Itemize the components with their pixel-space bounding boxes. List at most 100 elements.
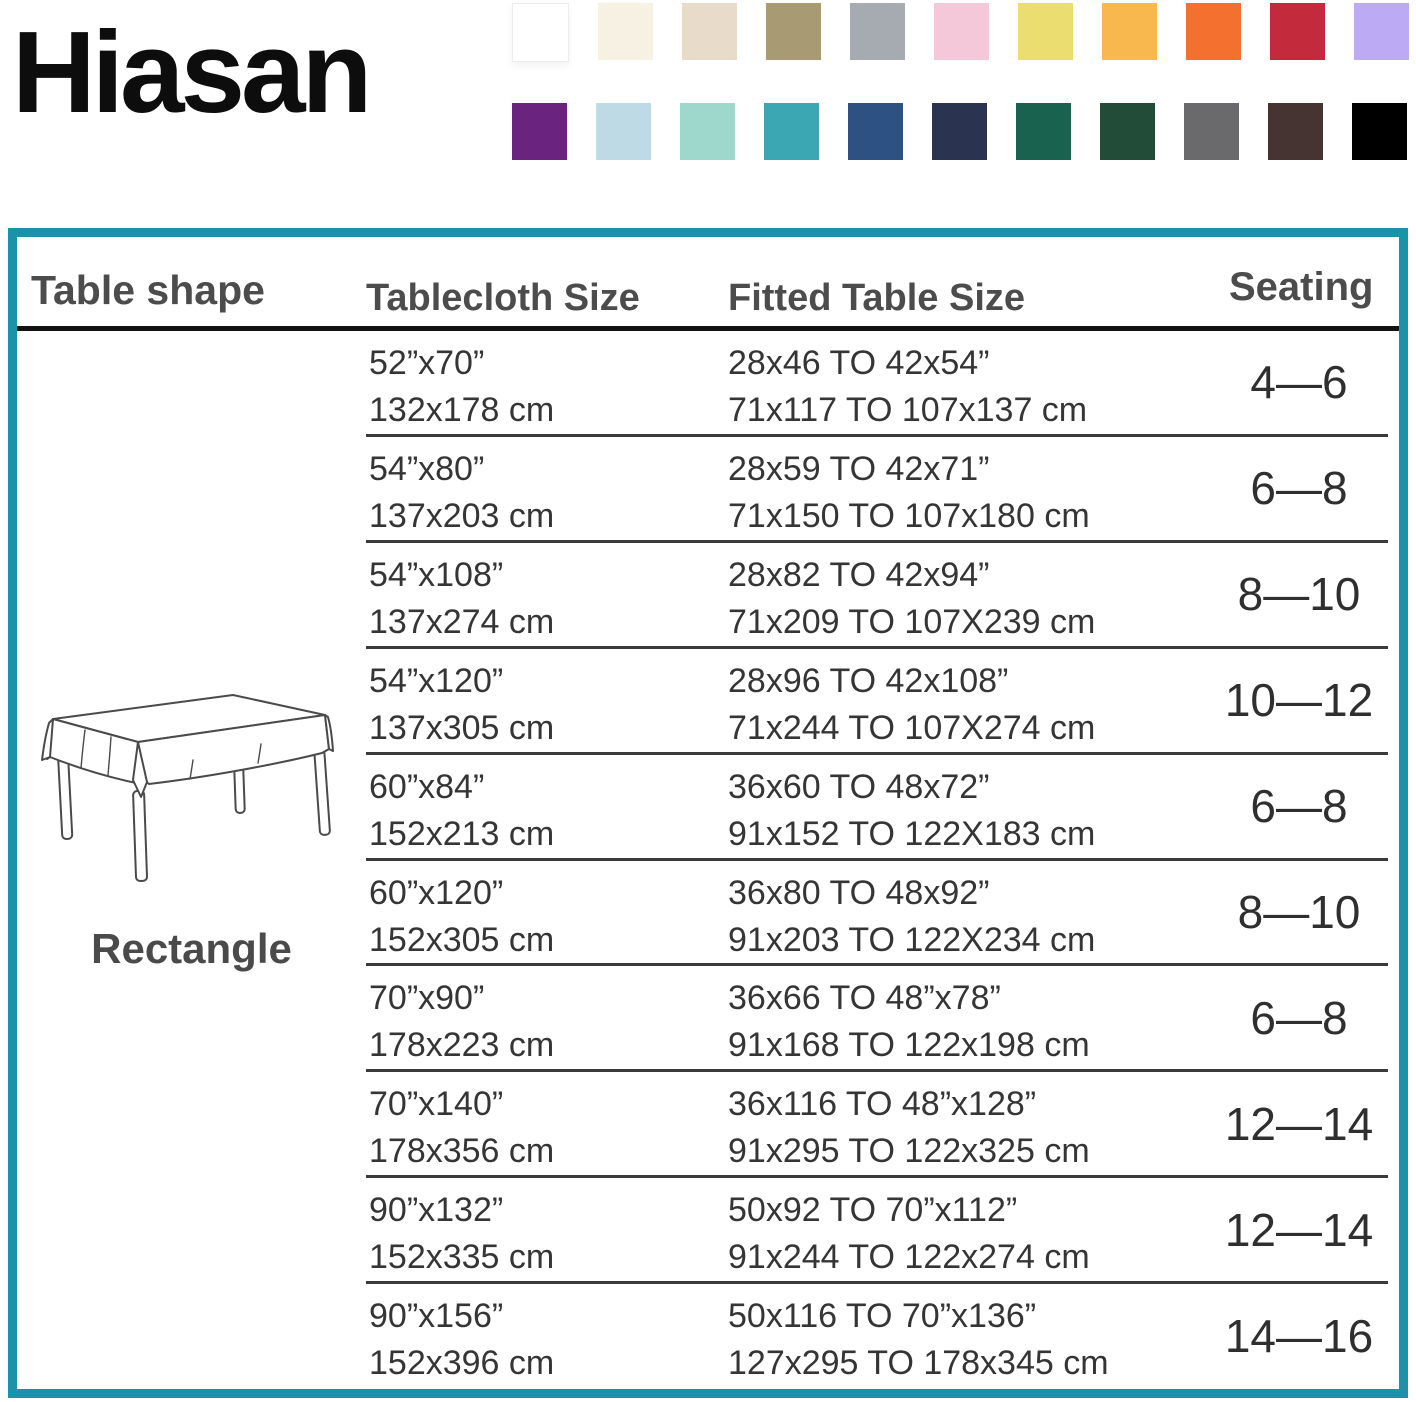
swatch-silver-gray <box>850 3 905 60</box>
color-swatch-grid <box>512 3 1409 160</box>
tablecloth-size-inches: 90”x156” <box>369 1297 504 1336</box>
fitted-table-size-cm: 71x117 TO 107x137 cm <box>728 391 1088 429</box>
tablecloth-size-cell: 90”x156” 152x396 cm <box>369 1293 554 1387</box>
fitted-table-size-inches: 28x59 TO 42x71” <box>728 449 990 488</box>
seating-cell: 6—8 <box>1250 991 1348 1044</box>
fitted-table-size-cm: 71x244 TO 107X274 cm <box>728 708 1096 747</box>
fitted-table-size-cell: 36x66 TO 48”x78” 91x168 TO 122x198 cm <box>728 975 1090 1069</box>
swatch-teal-green <box>1016 103 1071 160</box>
fitted-table-size-inches: 28x82 TO 42x94” <box>728 555 990 594</box>
seating-cell: 14—16 <box>1224 1309 1374 1362</box>
tablecloth-size-cell: 52”x70” 132x178 cm <box>369 340 554 434</box>
swatch-white <box>512 3 569 62</box>
fitted-table-size-cm: 71x209 TO 107X239 cm <box>728 602 1096 641</box>
swatch-black <box>1352 103 1407 160</box>
fitted-table-size-inches: 28x96 TO 42x108” <box>728 661 1009 700</box>
fitted-table-size-cell: 28x46 TO 42x54” 71x117 TO 107x137 cm <box>728 340 1087 434</box>
seating-cell: 12—14 <box>1224 1203 1374 1256</box>
fitted-table-size-cm: 71x150 TO 107x180 cm <box>728 496 1090 535</box>
tablecloth-size-inches: 90”x132” <box>369 1191 504 1230</box>
swatch-navy-blue <box>848 103 903 160</box>
fitted-table-size-cell: 36x116 TO 48”x128” 91x295 TO 122x325 cm <box>728 1081 1090 1175</box>
tablecloth-size-cell: 54”x120” 137x305 cm <box>369 658 554 752</box>
tablecloth-size-cm: 152x396 cm <box>369 1344 555 1383</box>
fitted-table-size-cell: 28x96 TO 42x108” 71x244 TO 107X274 cm <box>728 658 1095 752</box>
fitted-table-size-cell: 28x59 TO 42x71” 71x150 TO 107x180 cm <box>728 446 1090 540</box>
swatch-pink <box>934 3 989 60</box>
column-header-tablecloth-size: Tablecloth Size <box>366 277 640 319</box>
tablecloth-size-cell: 60”x120” 152x305 cm <box>369 870 554 964</box>
tablecloth-size-cell: 90”x132” 152x335 cm <box>369 1187 554 1281</box>
tablecloth-size-cm: 137x305 cm <box>369 708 555 747</box>
tablecloth-size-cm: 137x274 cm <box>369 602 555 641</box>
tablecloth-size-cell: 54”x80” 137x203 cm <box>369 446 554 540</box>
tablecloth-size-cm: 152x213 cm <box>369 814 555 853</box>
seating-cell: 6—8 <box>1250 462 1348 515</box>
tablecloth-size-cm: 178x223 cm <box>369 1026 555 1065</box>
fitted-table-size-cm: 127x295 TO 178x345 cm <box>728 1344 1109 1383</box>
fitted-table-size-cell: 36x60 TO 48x72” 91x152 TO 122X183 cm <box>728 764 1095 858</box>
fitted-table-size-inches: 36x66 TO 48”x78” <box>728 979 1001 1018</box>
tablecloth-size-inches: 54”x80” <box>369 449 485 488</box>
swatch-red <box>1270 3 1325 60</box>
seating-cell: 12—14 <box>1224 1097 1374 1150</box>
swatch-ivory <box>598 3 653 60</box>
fitted-table-size-cell: 50x116 TO 70”x136” 127x295 TO 178x345 cm <box>728 1293 1109 1387</box>
tablecloth-size-inches: 52”x70” <box>369 344 485 382</box>
fitted-table-size-inches: 50x92 TO 70”x112” <box>728 1191 1018 1230</box>
tablecloth-size-inches: 70”x140” <box>369 1085 504 1124</box>
seating-cell: 8—10 <box>1237 885 1361 938</box>
fitted-table-size-inches: 36x116 TO 48”x128” <box>728 1085 1037 1124</box>
fitted-table-size-cm: 91x168 TO 122x198 cm <box>728 1026 1090 1065</box>
fitted-table-size-cell: 28x82 TO 42x94” 71x209 TO 107X239 cm <box>728 552 1095 646</box>
fitted-table-size-cell: 36x80 TO 48x92” 91x203 TO 122X234 cm <box>728 870 1095 964</box>
tablecloth-size-cm: 152x335 cm <box>369 1238 555 1277</box>
tablecloth-size-cell: 60”x84” 152x213 cm <box>369 764 554 858</box>
fitted-table-size-inches: 50x116 TO 70”x136” <box>728 1297 1037 1336</box>
size-chart-row: 54”x120” 137x305 cm 28x96 TO 42x108” 71x… <box>366 649 1388 755</box>
swatch-dark-gray <box>1184 103 1239 160</box>
swatch-aqua <box>680 103 735 160</box>
tablecloth-size-cell: 70”x140” 178x356 cm <box>369 1081 554 1175</box>
swatch-lavender <box>1354 3 1409 60</box>
swatch-khaki <box>766 3 821 60</box>
shape-label: Rectangle <box>91 925 292 972</box>
size-chart-row: 70”x90” 178x223 cm 36x66 TO 48”x78” 91x1… <box>366 966 1388 1073</box>
seating-cell: 10—12 <box>1224 674 1374 727</box>
size-chart-row: 90”x132” 152x335 cm 50x92 TO 70”x112” 91… <box>366 1178 1388 1285</box>
fitted-table-size-inches: 28x46 TO 42x54” <box>728 344 990 382</box>
column-header-table-shape: Table shape <box>31 267 265 313</box>
tablecloth-size-inches: 70”x90” <box>369 979 485 1018</box>
tablecloth-size-inches: 54”x120” <box>369 661 504 700</box>
tablecloth-size-inches: 60”x84” <box>369 767 485 806</box>
fitted-table-size-cell: 50x92 TO 70”x112” 91x244 TO 122x274 cm <box>728 1187 1090 1281</box>
size-chart-body: Rectangle 52”x70” 132x178 cm 28x46 TO 42… <box>17 331 1399 1387</box>
tablecloth-size-inches: 60”x120” <box>369 873 504 912</box>
size-chart-row: 54”x108” 137x274 cm 28x82 TO 42x94” 71x2… <box>366 543 1388 649</box>
swatch-purple <box>512 103 567 160</box>
column-header-seating: Seating <box>1229 265 1374 309</box>
tablecloth-size-inches: 54”x108” <box>369 555 504 594</box>
swatch-chocolate-brown <box>1268 103 1323 160</box>
swatch-row-bottom <box>512 103 1409 160</box>
fitted-table-size-cm: 91x203 TO 122X234 cm <box>728 920 1096 959</box>
fitted-table-size-inches: 36x80 TO 48x92” <box>728 873 990 912</box>
size-chart-rows: 52”x70” 132x178 cm 28x46 TO 42x54” 71x11… <box>366 331 1388 1387</box>
seating-cell: 6—8 <box>1250 780 1348 833</box>
seating-cell: 4—6 <box>1250 356 1348 409</box>
swatch-beige <box>682 3 737 60</box>
tablecloth-size-cm: 178x356 cm <box>369 1132 555 1171</box>
tablecloth-size-cm: 137x203 cm <box>369 496 555 535</box>
size-chart-row: 60”x84” 152x213 cm 36x60 TO 48x72” 91x15… <box>366 755 1388 861</box>
swatch-light-blue <box>596 103 651 160</box>
size-chart-header-row: Table shape Tablecloth Size Fitted Table… <box>17 237 1399 331</box>
fitted-table-size-cm: 91x244 TO 122x274 cm <box>728 1238 1090 1277</box>
size-chart-table: Table shape Tablecloth Size Fitted Table… <box>8 228 1408 1398</box>
fitted-table-size-cm: 91x295 TO 122x325 cm <box>728 1132 1090 1171</box>
swatch-dark-navy <box>932 103 987 160</box>
swatch-dark-green <box>1100 103 1155 160</box>
seating-cell: 8—10 <box>1237 568 1361 621</box>
size-chart-row: 70”x140” 178x356 cm 36x116 TO 48”x128” 9… <box>366 1072 1388 1179</box>
swatch-teal <box>764 103 819 160</box>
fitted-table-size-cm: 91x152 TO 122X183 cm <box>728 814 1096 853</box>
